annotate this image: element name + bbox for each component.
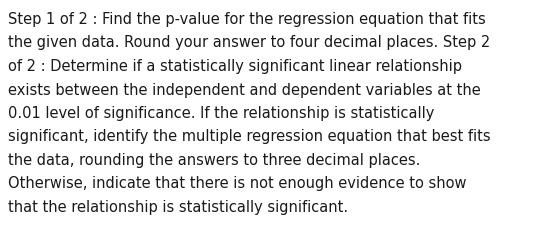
Text: Step 1 of 2 : Find the p-value for the regression equation that fits: Step 1 of 2 : Find the p-value for the r… (8, 12, 486, 27)
Text: 0.01 level of significance. If the relationship is statistically: 0.01 level of significance. If the relat… (8, 106, 434, 120)
Text: the given data. Round your answer to four decimal places. Step 2: the given data. Round your answer to fou… (8, 35, 490, 50)
Text: exists between the independent and dependent variables at the: exists between the independent and depen… (8, 82, 481, 97)
Text: Otherwise, indicate that there is not enough evidence to show: Otherwise, indicate that there is not en… (8, 176, 466, 191)
Text: of 2 : Determine if a statistically significant linear relationship: of 2 : Determine if a statistically sign… (8, 59, 462, 74)
Text: significant, identify the multiple regression equation that best fits: significant, identify the multiple regre… (8, 129, 490, 144)
Text: that the relationship is statistically significant.: that the relationship is statistically s… (8, 199, 348, 214)
Text: the data, rounding the answers to three decimal places.: the data, rounding the answers to three … (8, 152, 420, 167)
